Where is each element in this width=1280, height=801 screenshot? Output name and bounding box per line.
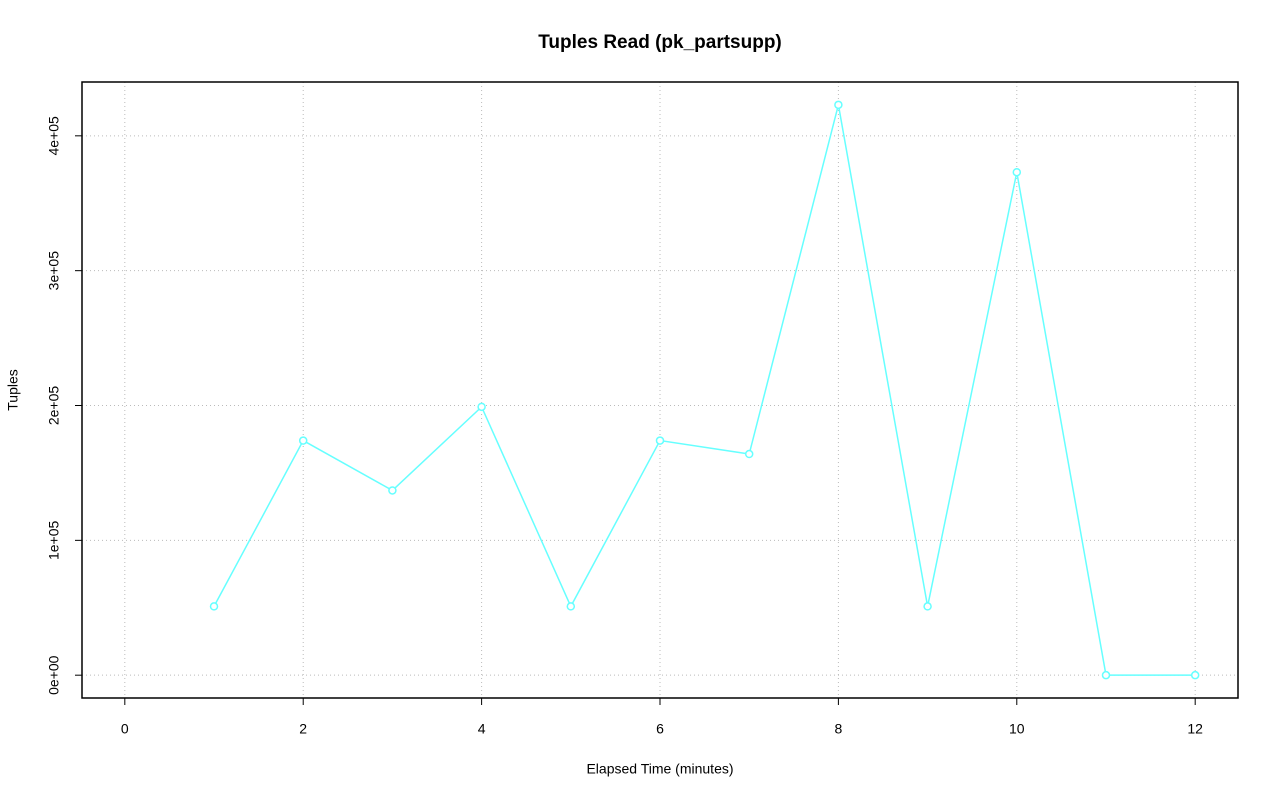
point (655, 436, 665, 445)
chart-title: Tuples Read (pk_partsupp) (538, 32, 782, 53)
point (1012, 167, 1022, 177)
y-tick-label: 2e+05 (46, 386, 62, 426)
x-tick-label: 2 (299, 721, 307, 737)
point (477, 402, 486, 412)
point (834, 100, 843, 110)
y-tick-label: 0e+00 (46, 655, 62, 695)
x-tick-label: 8 (834, 721, 842, 737)
x-tick-label: 12 (1187, 721, 1203, 737)
point (1101, 670, 1111, 680)
point (923, 602, 932, 611)
y-tick-label: 3e+05 (46, 251, 62, 291)
x-tick-label: 6 (656, 721, 664, 737)
x-tick-label: 10 (1009, 721, 1025, 737)
point (1190, 670, 1200, 680)
x-tick-label: 4 (478, 721, 486, 737)
point (209, 602, 219, 611)
y-axis-label: Tuples (5, 369, 21, 411)
x-tick-label: 0 (121, 721, 129, 737)
point (388, 486, 397, 495)
series-line (213, 104, 1196, 676)
point (566, 602, 576, 611)
point (298, 436, 308, 445)
y-tick-label: 4e+05 (46, 116, 62, 156)
y-tick-label: 1e+05 (46, 520, 62, 560)
plot-frame (81, 81, 1239, 699)
x-axis-label: Elapsed Time (minutes) (586, 761, 733, 777)
point (744, 449, 754, 459)
